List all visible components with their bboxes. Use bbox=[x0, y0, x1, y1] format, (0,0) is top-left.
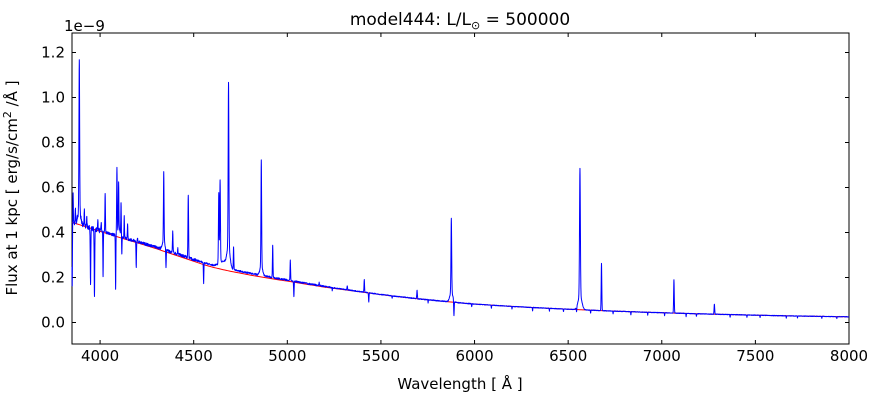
y-tick-label: 0.0 bbox=[41, 313, 65, 331]
y-axis-label: Flux at 1 kpc [ erg/s/cm2 /Å ] bbox=[1, 80, 21, 295]
spectrum-line bbox=[71, 59, 850, 320]
axis-ticks bbox=[72, 33, 850, 344]
x-tick-label: 5500 bbox=[362, 347, 400, 365]
axis-tick-labels: 4000 4500 5000 5500 6000 6500 7000 7500 8000 0.0 0… bbox=[41, 44, 868, 365]
chart-title: model444: L/L⊙ = 500000 bbox=[350, 10, 570, 32]
x-tick-label: 8000 bbox=[830, 347, 868, 365]
x-tick-label: 6000 bbox=[455, 347, 493, 365]
x-axis-label: Wavelength [ Å ] bbox=[397, 374, 522, 393]
y-tick-label: 0.6 bbox=[41, 178, 65, 196]
y-tick-label: 0.8 bbox=[41, 134, 65, 152]
y-tick-label: 0.2 bbox=[41, 268, 65, 286]
x-tick-label: 7500 bbox=[736, 347, 774, 365]
x-tick-label: 4000 bbox=[81, 347, 119, 365]
y-tick-label: 0.4 bbox=[41, 223, 65, 241]
x-tick-label: 4500 bbox=[175, 347, 213, 365]
plot-frame bbox=[71, 32, 850, 345]
plot-area bbox=[71, 59, 850, 320]
y-tick-label: 1.0 bbox=[41, 89, 65, 107]
x-tick-label: 6500 bbox=[549, 347, 587, 365]
x-tick-label: 5000 bbox=[268, 347, 306, 365]
y-tick-label: 1.2 bbox=[41, 44, 65, 62]
x-tick-label: 7000 bbox=[643, 347, 681, 365]
y-axis-offset-label: 1e−9 bbox=[64, 17, 105, 35]
